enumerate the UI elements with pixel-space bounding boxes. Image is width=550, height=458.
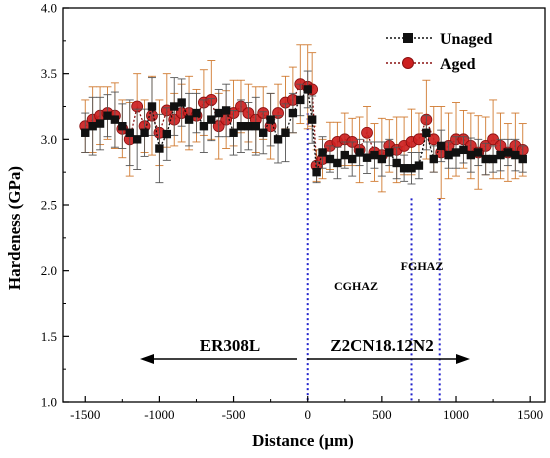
point-unaged-50 bbox=[444, 150, 453, 160]
right-arrow-head bbox=[456, 354, 470, 364]
y-tick-label-0: 1.0 bbox=[41, 395, 57, 410]
point-unaged-22 bbox=[244, 122, 253, 131]
point-unaged-31 bbox=[307, 115, 317, 124]
point-unaged-26 bbox=[273, 135, 283, 144]
point-unaged-47 bbox=[422, 128, 431, 137]
left-arrow-head bbox=[140, 354, 154, 364]
legend-aged-label: Aged bbox=[440, 56, 476, 73]
point-unaged-45 bbox=[407, 164, 416, 173]
point-unaged-40 bbox=[370, 150, 379, 160]
point-unaged-27 bbox=[281, 128, 290, 137]
point-unaged-46 bbox=[414, 161, 424, 170]
point-unaged-21 bbox=[236, 122, 246, 131]
point-unaged-51 bbox=[451, 148, 461, 157]
point-unaged-17 bbox=[207, 115, 216, 124]
point-unaged-7 bbox=[132, 135, 142, 144]
point-unaged-2 bbox=[95, 119, 105, 128]
point-unaged-56 bbox=[488, 154, 498, 164]
point-unaged-60 bbox=[518, 154, 527, 164]
point-unaged-24 bbox=[259, 128, 268, 137]
point-unaged-23 bbox=[251, 122, 260, 131]
point-unaged-30 bbox=[303, 85, 312, 94]
y-tick-label-5: 3.5 bbox=[41, 66, 57, 81]
x-axis-title: Distance (μm) bbox=[252, 431, 354, 450]
point-unaged-49 bbox=[436, 141, 446, 151]
point-unaged-0 bbox=[81, 128, 90, 137]
region-left-label: ER308L bbox=[200, 336, 260, 355]
point-unaged-42 bbox=[385, 148, 394, 157]
x-tick-label-3: 0 bbox=[304, 407, 311, 422]
point-unaged-14 bbox=[184, 115, 194, 124]
point-unaged-48 bbox=[429, 154, 438, 164]
point-unaged-5 bbox=[118, 122, 127, 131]
point-unaged-59 bbox=[511, 150, 520, 160]
x-tick-label-1: -1000 bbox=[144, 407, 174, 422]
point-unaged-52 bbox=[459, 145, 468, 155]
point-unaged-8 bbox=[140, 128, 149, 137]
point-unaged-37 bbox=[348, 154, 357, 164]
point-unaged-44 bbox=[399, 164, 409, 173]
fghaz-label: FGHAZ bbox=[401, 259, 444, 273]
y-tick-label-3: 2.5 bbox=[41, 198, 57, 213]
point-unaged-54 bbox=[474, 148, 483, 157]
point-unaged-19 bbox=[221, 106, 231, 115]
point-unaged-39 bbox=[362, 153, 372, 162]
point-aged-46 bbox=[413, 133, 425, 146]
point-unaged-35 bbox=[333, 158, 342, 168]
region-right-label: Z2CN18.12N2 bbox=[330, 336, 433, 355]
point-unaged-28 bbox=[288, 108, 298, 118]
point-unaged-3 bbox=[103, 111, 112, 120]
legend: Unaged Aged bbox=[386, 31, 493, 73]
point-unaged-4 bbox=[110, 115, 120, 124]
point-unaged-57 bbox=[496, 150, 505, 160]
point-unaged-41 bbox=[377, 154, 387, 164]
plot-area bbox=[79, 44, 529, 402]
point-aged-39 bbox=[361, 126, 373, 139]
y-tick-label-6: 4.0 bbox=[41, 1, 57, 16]
point-unaged-55 bbox=[481, 154, 490, 164]
x-tick-label-6: 1500 bbox=[517, 407, 543, 422]
cghaz-label: CGHAZ bbox=[334, 279, 378, 293]
point-unaged-12 bbox=[170, 102, 179, 111]
point-unaged-36 bbox=[340, 150, 349, 160]
y-tick-label-4: 3.0 bbox=[41, 132, 57, 147]
x-tick-label-5: 1000 bbox=[443, 407, 469, 422]
point-unaged-9 bbox=[147, 102, 157, 111]
point-unaged-18 bbox=[214, 108, 223, 118]
point-unaged-29 bbox=[296, 95, 305, 105]
legend-unaged-marker bbox=[403, 33, 413, 43]
point-unaged-15 bbox=[192, 108, 201, 118]
region-arrows bbox=[140, 354, 470, 364]
point-unaged-20 bbox=[229, 128, 238, 137]
legend-aged-marker bbox=[402, 57, 414, 69]
point-unaged-6 bbox=[125, 128, 134, 137]
point-unaged-16 bbox=[199, 122, 209, 131]
point-unaged-43 bbox=[392, 158, 401, 168]
point-unaged-11 bbox=[162, 129, 172, 139]
y-axis-title: Hardeness (GPa) bbox=[5, 166, 24, 290]
point-unaged-10 bbox=[155, 144, 164, 153]
x-tick-label-2: -500 bbox=[222, 407, 246, 422]
point-unaged-34 bbox=[325, 154, 335, 164]
point-unaged-38 bbox=[355, 148, 364, 157]
point-unaged-53 bbox=[466, 150, 476, 160]
point-unaged-58 bbox=[503, 148, 513, 157]
point-unaged-1 bbox=[88, 122, 97, 131]
legend-unaged-label: Unaged bbox=[440, 31, 493, 48]
x-tick-label-0: -1500 bbox=[70, 407, 100, 422]
point-unaged-13 bbox=[177, 98, 186, 107]
x-tick-label-4: 500 bbox=[372, 407, 392, 422]
point-unaged-32 bbox=[312, 167, 321, 177]
point-unaged-25 bbox=[266, 115, 275, 124]
point-unaged-33 bbox=[318, 148, 327, 157]
y-tick-label-1: 1.5 bbox=[41, 329, 57, 344]
y-tick-label-2: 2.0 bbox=[41, 263, 57, 278]
axes: -1500 -1000 -500 0 500 1000 1500 1.0 1.5 2.0 2.5 3.… bbox=[41, 1, 546, 422]
